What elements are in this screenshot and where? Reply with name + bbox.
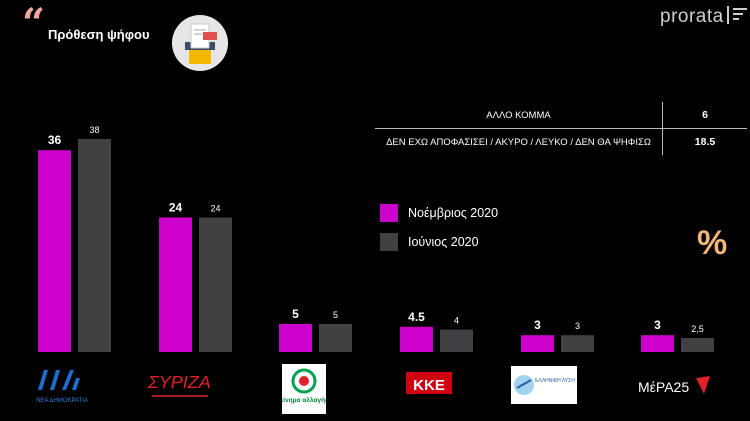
bar-june-0 <box>78 139 111 352</box>
legend-item-june: Ιούνιος 2020 <box>380 233 479 251</box>
data-label-june-2: 5 <box>333 310 338 320</box>
other-results-table: ΑΛΛΟ ΚΟΜΜΑ 6 ΔΕΝ ΕΧΩ ΑΠΟΦΑΣΙΣΕΙ / ΑΚΥΡΟ … <box>375 102 747 155</box>
ballot-icon <box>172 15 228 71</box>
data-label-november-4: 3 <box>534 318 541 332</box>
mera25-logo-icon: ΜέΡΑ25 <box>638 376 710 395</box>
elliniki-lysi-logo-text: ΕΛΛΗΝΙΚΗ ΛΥΣΗ <box>535 378 575 384</box>
table-row: ΔΕΝ ΕΧΩ ΑΠΟΦΑΣΙΣΕΙ / ΑΚΥΡΟ / ΛΕΥΚΟ / ΔΕΝ… <box>375 128 747 155</box>
brand-mark-icon <box>733 8 747 24</box>
brand-divider <box>727 6 729 24</box>
syriza-logo-text: ΣΥΡΙΖΑ <box>147 372 211 392</box>
percent-symbol: % <box>697 224 728 262</box>
other-party-label: ΑΛΛΟ ΚΟΜΜΑ <box>375 102 663 129</box>
data-label-june-1: 24 <box>210 203 220 213</box>
nd-logo-text: ΝΕΑ ΔΗΜΟΚΡΑΤΙΑ <box>36 398 88 404</box>
bar-june-2 <box>319 323 352 352</box>
bar-november-4 <box>521 335 554 352</box>
kinal-logo-text: κίνημα αλλαγής <box>282 396 326 404</box>
quote-mark: “ <box>22 0 46 47</box>
elliniki-lysi-logo-icon: ΕΛΛΗΝΙΚΗ ΛΥΣΗ <box>511 366 577 404</box>
data-label-june-4: 3 <box>575 321 580 331</box>
kke-logo-text: ΚΚΕ <box>413 377 445 394</box>
bar-november-1 <box>159 217 192 352</box>
data-label-november-0: 36 <box>48 133 62 147</box>
data-label-november-1: 24 <box>169 200 183 214</box>
legend-label-november: Νοέμβριος 2020 <box>408 206 499 220</box>
syriza-logo-icon: ΣΥΡΙΖΑ <box>147 372 211 397</box>
bar-june-5 <box>681 337 714 352</box>
undecided-label: ΔΕΝ ΕΧΩ ΑΠΟΦΑΣΙΣΕΙ / ΑΚΥΡΟ / ΛΕΥΚΟ / ΔΕΝ… <box>375 128 663 155</box>
mera25-logo-text: ΜέΡΑ25 <box>638 379 689 395</box>
bar-june-1 <box>199 217 232 352</box>
bar-november-3 <box>400 326 433 352</box>
legend-item-november: Νοέμβριος 2020 <box>380 204 498 222</box>
kinal-logo-icon: κίνημα αλλαγής <box>282 364 326 414</box>
bar-june-3 <box>440 329 473 352</box>
chart-title: Πρόθεση ψήφου <box>48 27 150 42</box>
data-label-june-0: 38 <box>89 125 99 135</box>
brand-logo: prorata <box>660 6 724 27</box>
data-label-june-5: 2,5 <box>691 324 704 334</box>
kke-logo-icon: ΚΚΕ <box>406 372 452 394</box>
bar-november-2 <box>279 323 312 352</box>
bar-november-0 <box>38 150 71 352</box>
legend-swatch-june <box>380 233 398 251</box>
table-row: ΑΛΛΟ ΚΟΜΜΑ 6 <box>375 102 747 129</box>
undecided-value: 18.5 <box>694 136 716 148</box>
bar-november-5 <box>641 335 674 352</box>
data-label-november-5: 3 <box>654 318 661 332</box>
data-label-november-3: 4.5 <box>408 310 425 324</box>
legend-swatch-november <box>380 204 398 222</box>
data-label-june-3: 4 <box>454 316 459 326</box>
other-party-value: 6 <box>662 102 747 129</box>
data-label-november-2: 5 <box>292 307 299 321</box>
bar-june-4 <box>561 335 594 352</box>
legend-label-june: Ιούνιος 2020 <box>408 235 479 249</box>
nd-logo-icon: ΝΕΑ ΔΗΜΟΚΡΑΤΙΑ <box>36 370 88 404</box>
